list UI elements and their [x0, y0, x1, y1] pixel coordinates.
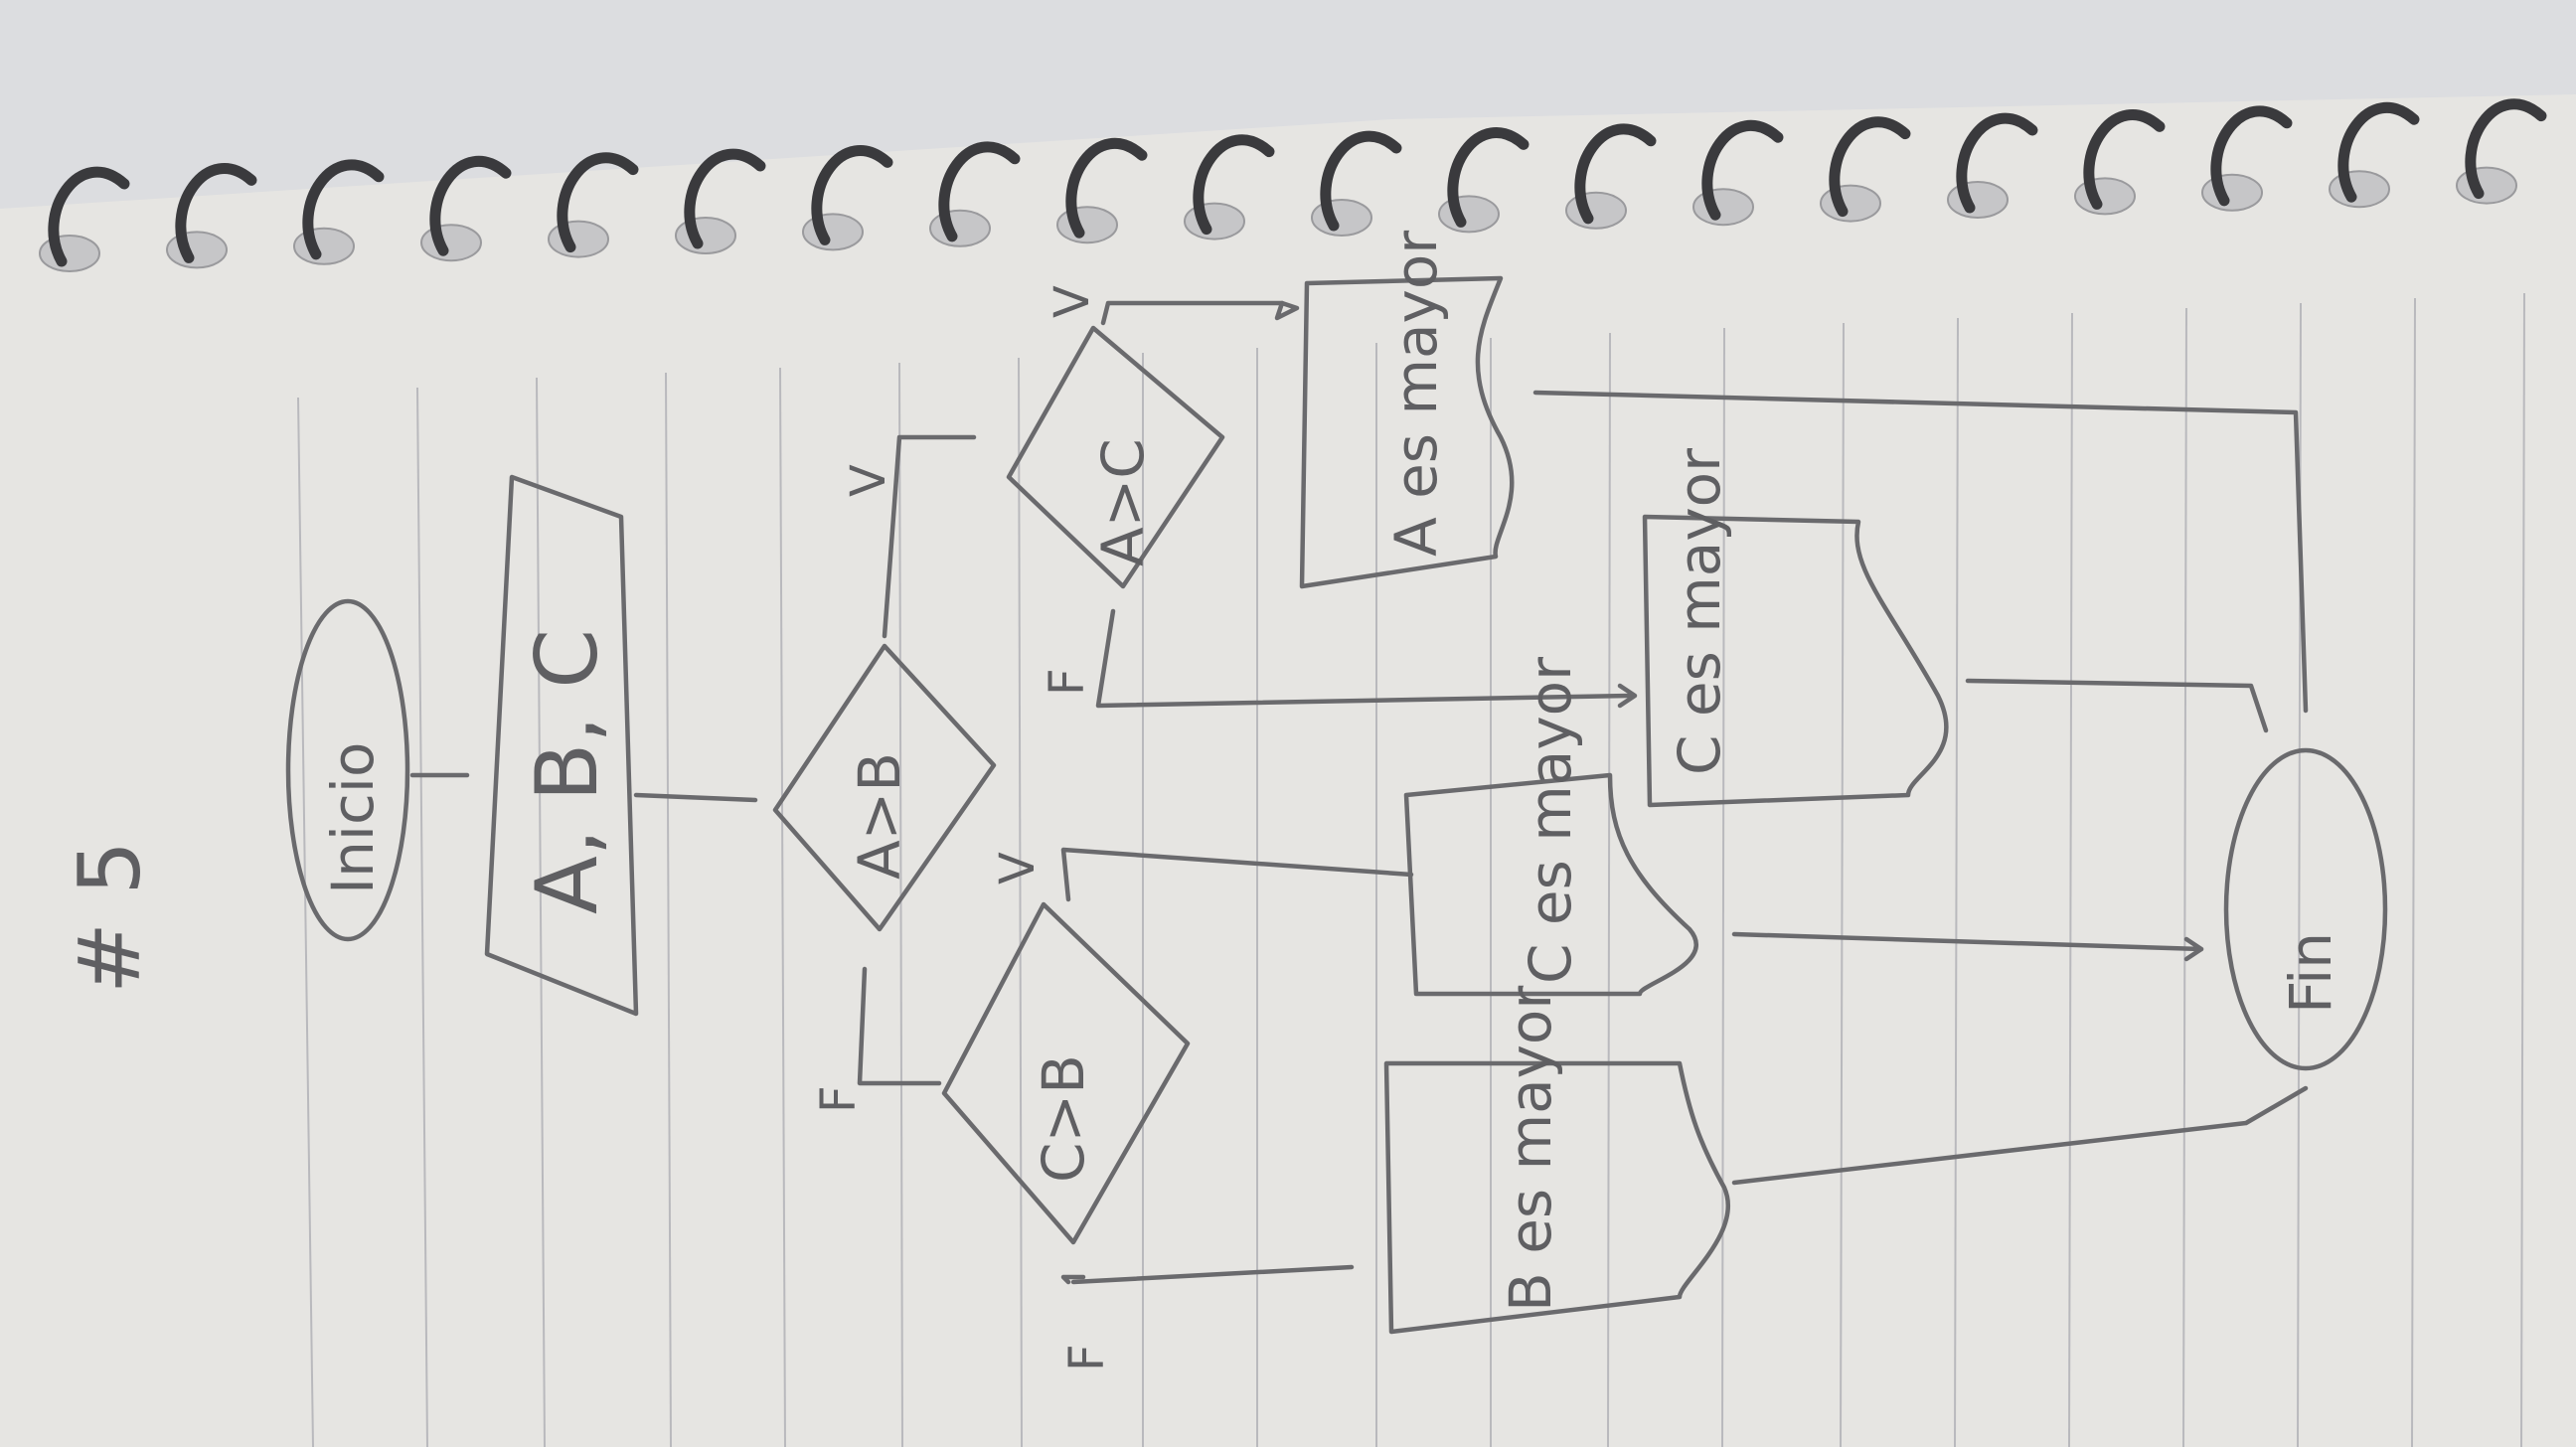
connector-b-to-fin: [1731, 1085, 2309, 1186]
decision-c-gt-b: C>B: [941, 901, 1191, 1245]
connector-a-to-fin: [1532, 390, 2309, 714]
spiral-ring: [2337, 101, 2420, 203]
spiral-ring: [1956, 112, 2038, 214]
binding-hole: [2074, 177, 2136, 216]
spiral-ring: [1574, 123, 1657, 225]
binding-hole: [420, 224, 482, 262]
paper-sheet: [0, 94, 2576, 1447]
spiral-ring: [1701, 119, 1784, 221]
connector-c-right-to-fin: [1965, 678, 2269, 733]
decision-ac-label: A>C: [1089, 438, 1157, 566]
start-label: Inicio: [319, 742, 387, 894]
spiral-ring: [48, 166, 130, 267]
binding-hole: [1947, 181, 2009, 219]
binding-hole: [2456, 166, 2517, 205]
output-b-es-mayor: B es mayor: [1383, 986, 1730, 1335]
spiral-ring: [1320, 130, 1402, 232]
true-label-ab: V: [841, 464, 896, 497]
page-heading: # 5: [61, 841, 160, 994]
spiral-ring: [1447, 127, 1530, 228]
output-c-left: C es mayor: [1403, 657, 1698, 997]
binding-hole: [548, 220, 609, 258]
spiral-ring: [2210, 105, 2293, 207]
output-c-left-label: C es mayor: [1517, 657, 1584, 984]
binding-hole: [675, 217, 736, 254]
spiral-ring: [1065, 137, 1148, 239]
false-label-ab: F: [811, 1085, 867, 1113]
spiral-ring: [429, 155, 512, 256]
binding-hole: [1438, 195, 1500, 234]
input-label: A, B, C: [518, 629, 617, 914]
spiral-ring: [175, 163, 257, 263]
spiral-ring: [684, 148, 766, 249]
true-label-cb: V: [990, 852, 1046, 884]
binding-hole: [1056, 206, 1118, 244]
false-label-cb: F: [1059, 1344, 1115, 1371]
output-c-right-label: C es mayor: [1666, 448, 1733, 775]
connector-c-left-to-fin: [1731, 931, 2204, 952]
spiral-ring: [1829, 116, 1911, 218]
decision-a-gt-c: A>C: [1006, 325, 1225, 589]
spiral-binding: [39, 98, 2547, 272]
output-a-es-mayor: A es mayor: [1299, 231, 1515, 589]
output-c-right: C es mayor: [1642, 448, 1949, 808]
spiral-ring: [2083, 109, 2166, 210]
spiral-ring: [557, 152, 639, 253]
binding-hole: [1565, 191, 1627, 230]
end-terminal: Fin: [2223, 747, 2388, 1071]
output-b-label: B es mayor: [1497, 986, 1564, 1312]
binding-hole: [166, 231, 228, 269]
true-label-ac: V: [1045, 285, 1100, 318]
decision-cb-label: C>B: [1030, 1054, 1097, 1183]
spiral-ring: [811, 145, 893, 245]
binding-hole: [2329, 170, 2390, 209]
binding-hole: [1820, 184, 1881, 223]
start-terminal: Inicio: [285, 598, 410, 942]
binding-hole: [2201, 173, 2263, 212]
spiral-ring: [1193, 134, 1275, 236]
binding-hole: [39, 235, 100, 272]
spiral-ring: [938, 141, 1021, 242]
decision-a-gt-b: A>B: [772, 643, 997, 932]
binding-hole: [802, 213, 864, 251]
output-a-label: A es mayor: [1382, 231, 1450, 557]
end-label: Fin: [2277, 932, 2344, 1014]
binding-hole: [1184, 202, 1245, 241]
input-box: A, B, C: [484, 474, 639, 1017]
spiral-ring: [302, 159, 385, 260]
binding-hole: [929, 209, 991, 247]
decision-ab-label: A>B: [846, 752, 913, 880]
binding-hole: [1311, 199, 1372, 237]
binding-hole: [293, 227, 355, 265]
spiral-ring: [2465, 98, 2547, 200]
binding-hole: [1692, 188, 1754, 227]
false-label-ac: F: [1040, 668, 1095, 696]
